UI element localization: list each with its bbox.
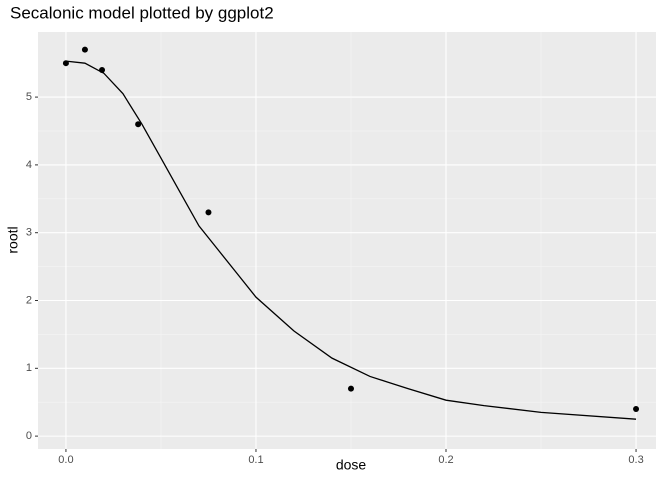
x-tick-label: 0.1 — [248, 454, 263, 466]
x-axis-label: dose — [336, 457, 367, 473]
fit-line — [65, 60, 637, 420]
plot-panel — [38, 32, 656, 449]
y-tick-label: 4 — [26, 159, 32, 171]
y-tick-label: 1 — [26, 362, 32, 374]
y-tick-label: 5 — [26, 91, 32, 103]
y-tick-label: 2 — [26, 294, 32, 306]
x-tick-label: 0.0 — [58, 454, 73, 466]
point — [347, 385, 354, 392]
point — [81, 46, 88, 53]
chart-title: Secalonic model plotted by ggplot2 — [10, 3, 274, 22]
point — [135, 121, 142, 128]
point — [633, 405, 640, 412]
point — [205, 209, 212, 216]
y-tick-label: 0 — [26, 430, 32, 442]
x-tick-label: 0.2 — [438, 454, 453, 466]
y-tick-label: 3 — [26, 227, 32, 239]
y-axis-label: rootl — [5, 226, 21, 253]
x-tick-label: 0.3 — [628, 454, 643, 466]
